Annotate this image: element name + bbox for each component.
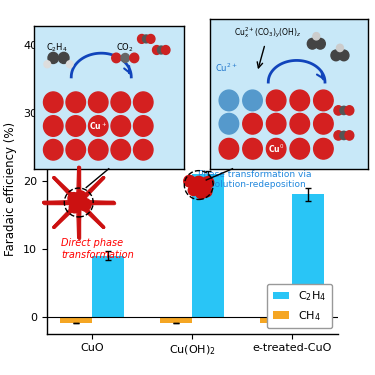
Circle shape bbox=[243, 90, 262, 111]
Text: C$_2$H$_4$: C$_2$H$_4$ bbox=[46, 41, 68, 54]
Circle shape bbox=[111, 92, 130, 112]
Circle shape bbox=[331, 50, 341, 61]
Circle shape bbox=[71, 195, 86, 210]
Circle shape bbox=[336, 44, 344, 52]
Circle shape bbox=[66, 61, 73, 68]
Circle shape bbox=[314, 113, 333, 134]
Circle shape bbox=[334, 106, 343, 115]
Bar bbox=[260, 317, 292, 323]
Circle shape bbox=[313, 33, 320, 40]
Circle shape bbox=[111, 116, 130, 136]
Circle shape bbox=[290, 138, 309, 159]
Text: 0.1 M KHCO$_3$ at -1.0 V$_\mathrm{RHE}$: 0.1 M KHCO$_3$ at -1.0 V$_\mathrm{RHE}$ bbox=[53, 52, 176, 66]
Circle shape bbox=[147, 34, 155, 44]
Circle shape bbox=[142, 35, 150, 43]
Circle shape bbox=[66, 116, 86, 136]
Text: CO$_2$: CO$_2$ bbox=[116, 41, 134, 54]
Circle shape bbox=[334, 131, 343, 140]
Circle shape bbox=[188, 185, 199, 196]
Text: Direct phase
transformation: Direct phase transformation bbox=[62, 238, 134, 260]
Circle shape bbox=[243, 113, 262, 134]
Bar bbox=[192, 174, 224, 317]
Circle shape bbox=[196, 187, 207, 199]
Circle shape bbox=[202, 177, 214, 188]
Circle shape bbox=[201, 186, 212, 197]
Circle shape bbox=[130, 53, 139, 63]
Circle shape bbox=[79, 198, 91, 211]
Circle shape bbox=[191, 176, 206, 191]
Bar bbox=[60, 317, 92, 323]
Circle shape bbox=[69, 202, 80, 213]
Circle shape bbox=[314, 90, 333, 111]
Circle shape bbox=[345, 131, 354, 140]
Bar bbox=[292, 195, 324, 317]
Text: Cu$^0$: Cu$^0$ bbox=[268, 142, 284, 155]
Text: Cu$^+$: Cu$^+$ bbox=[89, 120, 107, 132]
Circle shape bbox=[339, 50, 349, 61]
Bar bbox=[92, 256, 124, 317]
Circle shape bbox=[243, 138, 262, 159]
Text: Cu$^{2+}$: Cu$^{2+}$ bbox=[215, 62, 237, 74]
Circle shape bbox=[290, 90, 309, 111]
Circle shape bbox=[314, 138, 333, 159]
Circle shape bbox=[44, 61, 51, 68]
Circle shape bbox=[88, 140, 108, 160]
Circle shape bbox=[162, 46, 170, 54]
Circle shape bbox=[58, 53, 69, 63]
Y-axis label: Faradaic efficiency (%): Faradaic efficiency (%) bbox=[4, 122, 18, 256]
Circle shape bbox=[44, 140, 63, 160]
Circle shape bbox=[134, 116, 153, 136]
Circle shape bbox=[111, 140, 130, 160]
Circle shape bbox=[134, 92, 153, 112]
Circle shape bbox=[153, 46, 161, 54]
Circle shape bbox=[308, 38, 317, 49]
Bar bbox=[160, 317, 192, 323]
Circle shape bbox=[134, 140, 153, 160]
Circle shape bbox=[68, 193, 80, 204]
Circle shape bbox=[66, 140, 86, 160]
Circle shape bbox=[44, 116, 63, 136]
Circle shape bbox=[48, 53, 58, 63]
Circle shape bbox=[345, 106, 354, 115]
Legend: C$_2$H$_4$, CH$_4$: C$_2$H$_4$, CH$_4$ bbox=[267, 284, 332, 328]
Circle shape bbox=[66, 92, 86, 112]
Circle shape bbox=[121, 54, 129, 62]
Text: Cu$^{2+}_x$(CO$_3$)$_y$(OH)$_z$: Cu$^{2+}_x$(CO$_3$)$_y$(OH)$_z$ bbox=[234, 26, 301, 40]
Circle shape bbox=[290, 113, 309, 134]
Circle shape bbox=[340, 106, 348, 115]
Circle shape bbox=[266, 90, 286, 111]
Circle shape bbox=[184, 176, 195, 187]
Circle shape bbox=[138, 34, 146, 44]
Circle shape bbox=[44, 92, 63, 112]
Circle shape bbox=[75, 191, 86, 202]
Circle shape bbox=[158, 46, 165, 54]
Circle shape bbox=[340, 131, 348, 140]
Circle shape bbox=[88, 92, 108, 112]
Circle shape bbox=[266, 138, 286, 159]
Circle shape bbox=[315, 38, 325, 49]
Text: Phase transformation via
dissolution-redeposition: Phase transformation via dissolution-red… bbox=[198, 170, 312, 189]
Circle shape bbox=[219, 113, 239, 134]
Circle shape bbox=[266, 113, 286, 134]
Circle shape bbox=[88, 116, 108, 136]
Circle shape bbox=[219, 90, 239, 111]
Circle shape bbox=[219, 138, 239, 159]
Circle shape bbox=[112, 53, 121, 63]
